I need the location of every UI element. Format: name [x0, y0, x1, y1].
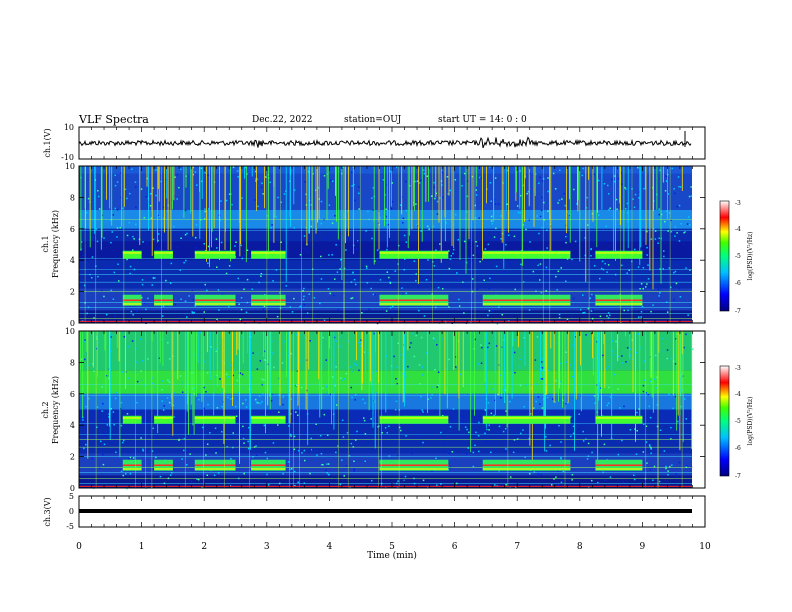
spectrogram-ch1-image	[79, 166, 693, 325]
xtick-label-3: 3	[264, 542, 270, 552]
waveform-ch3-trace	[79, 509, 692, 513]
spectrogram-ch2-channel: ch.2	[41, 401, 50, 418]
xtick-label-6: 6	[452, 542, 458, 552]
xtick-label-8: 8	[577, 542, 583, 552]
ytick-label-4: 4	[70, 256, 75, 265]
xtick-label-10: 10	[699, 542, 711, 552]
ch3-ylabel: ch.3(V)	[43, 497, 52, 526]
ytick-label-0: 0	[70, 319, 75, 328]
spectrogram-ch2-image	[79, 331, 694, 490]
colorbar-ch1: -3 -4 -5 -6 -7 log(PSD)(V²/Hz)	[719, 200, 754, 315]
waveform-ch3-panel: 5 0 -5 ch.3(V)	[43, 492, 706, 531]
time-axis-label: Time (min)	[367, 550, 417, 561]
colorbar-ch1-label: log(PSD)(V²/Hz)	[747, 232, 754, 281]
colorbar-ch1-bar	[719, 200, 730, 312]
ytick-label-2: 2	[70, 288, 75, 297]
cb1-tick-3: -6	[735, 280, 741, 287]
cb1-tick-0: -3	[735, 200, 741, 207]
time-axis-ticks	[78, 127, 706, 527]
ytick-label-10: 10	[65, 162, 75, 171]
colorbar-ch2-bar	[719, 365, 730, 477]
xtick-label-5: 5	[389, 542, 395, 552]
cb1-tick-1: -4	[735, 226, 741, 233]
cb2-tick-2: -5	[735, 418, 741, 425]
ytick-label-0: 0	[70, 484, 75, 493]
ytick-label-10: 10	[65, 327, 75, 336]
xtick-label-2: 2	[201, 542, 207, 552]
xtick-label-1: 1	[139, 542, 145, 552]
spectrogram-ch1-panel: 0 2 4 6 8 10 ch.1 Frequency (kHz)	[41, 162, 706, 328]
spectrogram-ch2-yticks: 0 2 4 6 8 10	[65, 327, 705, 493]
spectrogram-ch1-yticks: 0 2 4 6 8 10	[65, 162, 705, 328]
xtick-label-9: 9	[640, 542, 646, 552]
cb1-tick-2: -5	[735, 253, 741, 260]
ytick-label-6: 6	[70, 225, 75, 234]
figure-title: VLF Spectra	[79, 113, 149, 126]
colorbar-ch2-label: log(PSD)(V²/Hz)	[747, 397, 754, 446]
ch3-ytick-mid: 0	[69, 507, 74, 516]
cb2-tick-3: -6	[735, 445, 741, 452]
cb2-tick-0: -3	[735, 365, 741, 372]
cb2-tick-4: -7	[735, 473, 741, 480]
xtick-label-7: 7	[514, 542, 520, 552]
ytick-label-8: 8	[70, 193, 75, 202]
ytick-label-6: 6	[70, 390, 75, 399]
ch3-ytick-bottom: -5	[66, 522, 74, 531]
spectrogram-ch1-channel: ch.1	[41, 235, 50, 252]
start-time-label: start UT = 14: 0 : 0	[438, 115, 527, 125]
ytick-label-4: 4	[70, 421, 75, 430]
date-label: Dec.22, 2022	[252, 115, 313, 125]
time-axis-labels: 0 1 2 3 4 5 6 7 8 9 10 Time (min)	[76, 542, 711, 561]
spectrogram-ch2-ylabel: Frequency (kHz)	[51, 376, 60, 444]
ytick-label-2: 2	[70, 453, 75, 462]
station-label: station=OUJ	[344, 115, 402, 125]
ch1-ytick-bottom: -10	[61, 153, 74, 162]
colorbar-ch2: -3 -4 -5 -6 -7 log(PSD)(V²/Hz)	[719, 365, 754, 480]
cb2-tick-1: -4	[735, 391, 741, 398]
ch1-ylabel: ch.1(V)	[43, 128, 52, 157]
waveform-ch1-panel: 10 -10 ch.1(V)	[43, 123, 706, 162]
ch1-ytick-top: 10	[64, 123, 74, 132]
cb1-tick-4: -7	[735, 308, 741, 315]
xtick-label-4: 4	[327, 542, 333, 552]
ytick-label-8: 8	[70, 358, 75, 367]
xtick-label-0: 0	[76, 542, 82, 552]
waveform-ch1-trace	[78, 136, 692, 149]
spectrogram-ch1-ylabel: Frequency (kHz)	[51, 210, 60, 278]
spectrogram-ch2-panel: 0 2 4 6 8 10 ch.2 Frequency (kHz)	[41, 327, 706, 493]
ch3-ytick-top: 5	[69, 492, 74, 501]
